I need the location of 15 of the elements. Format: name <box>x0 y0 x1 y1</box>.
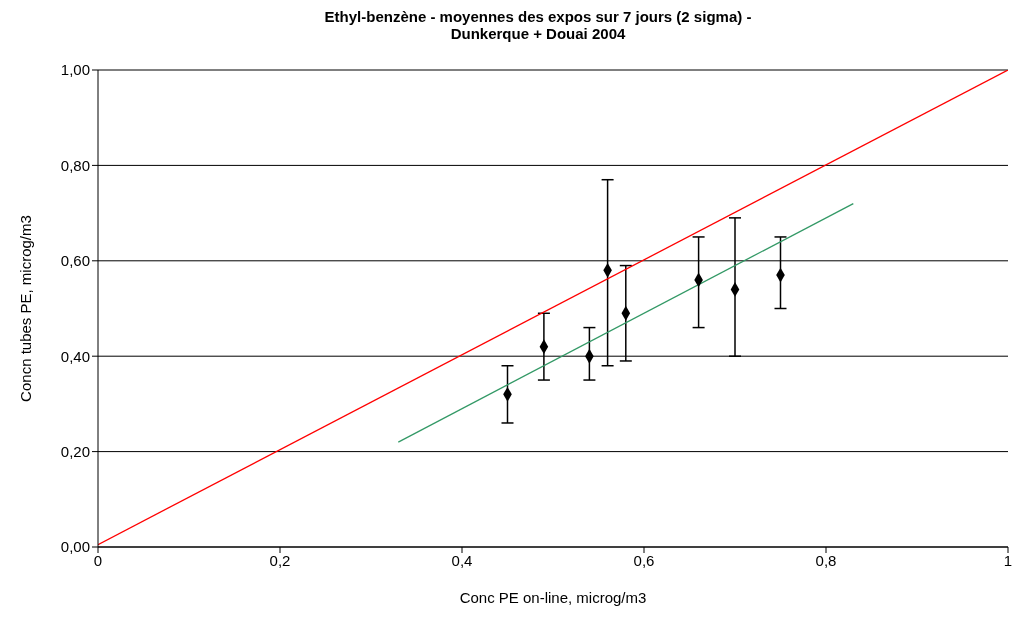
y-tick-label: 1,00 <box>60 61 90 79</box>
y-tick-label: 0,20 <box>60 442 90 460</box>
x-tick-label: 1 <box>1003 551 1013 569</box>
y-tick-label: 0,00 <box>60 538 90 556</box>
y-tick-label: 0,60 <box>60 252 90 270</box>
x-tick-label: 0,6 <box>633 551 655 569</box>
x-tick-label: 0,2 <box>269 551 291 569</box>
x-tick-label: 0,4 <box>451 551 473 569</box>
chart-title: Ethyl-benzène - moyennes des expos sur 7 jours (2 sigma) - Dunkerque + Douai 2004 <box>323 8 753 42</box>
y-axis-title: Concn tubes PE, microg/m3 <box>17 215 35 402</box>
x-tick-label: 0 <box>93 551 103 569</box>
y-tick-label: 0,40 <box>60 347 90 365</box>
x-axis-title: Conc PE on-line, microg/m3 <box>459 589 647 606</box>
x-tick-label: 0,8 <box>815 551 837 569</box>
y-tick-label: 0,80 <box>60 156 90 174</box>
